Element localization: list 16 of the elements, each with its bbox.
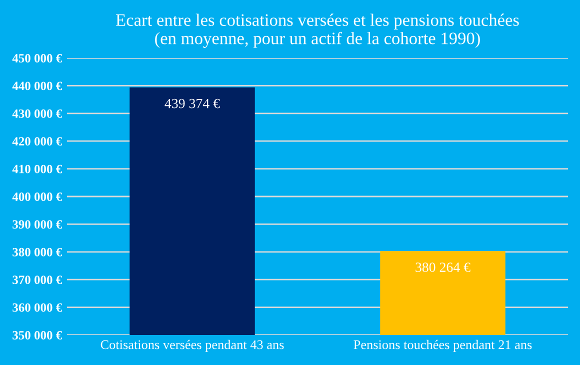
- chart-title: Ecart entre les cotisations versées et les pensions touchées (en moyenne, pour un actif de la cohorte 1990): [116, 14, 519, 48]
- y-tick-label: 350 000 €: [12, 331, 62, 340]
- y-tick-label: 360 000 €: [12, 303, 62, 312]
- x-tick-label: Pensions touchées pendant 21 ans: [354, 340, 532, 352]
- y-tick-label: 370 000 €: [12, 276, 62, 284]
- y-tick-label: 420 000 €: [12, 137, 62, 146]
- y-tick-label: 430 000 €: [12, 109, 62, 118]
- y-tick-label: 440 000 €: [12, 82, 62, 90]
- y-tick-label: 410 000 €: [12, 164, 62, 174]
- y-tick-label: 380 000 €: [12, 248, 62, 256]
- y-tick-label: 450 000 €: [12, 54, 62, 62]
- y-tick-label: 390 000 €: [12, 220, 62, 229]
- data-label: 380 264 €: [416, 262, 470, 272]
- x-tick-label: Cotisations versées pendant 43 ans: [100, 340, 284, 352]
- y-tick-label: 400 000 €: [12, 192, 62, 201]
- data-label: 439 374 €: [164, 98, 220, 108]
